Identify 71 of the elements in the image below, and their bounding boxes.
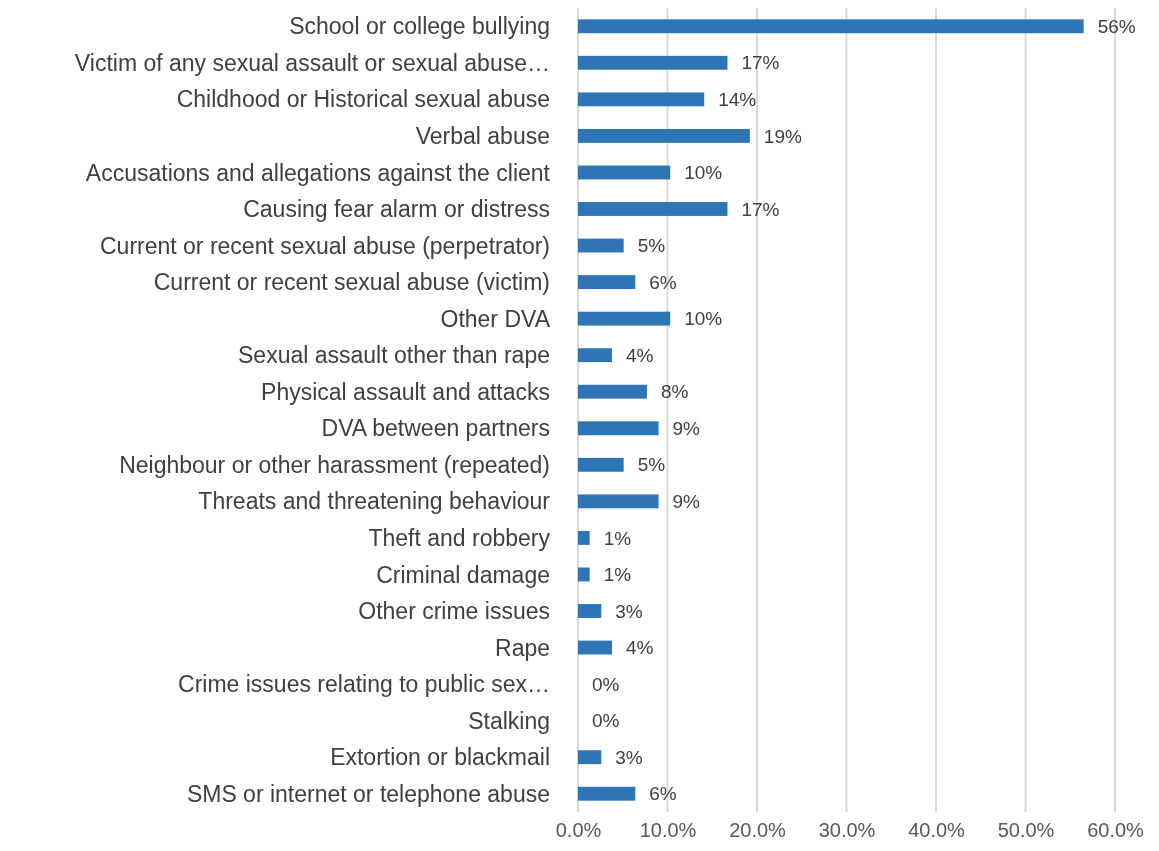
bar	[578, 348, 613, 363]
bar	[578, 384, 647, 399]
bar	[578, 311, 671, 326]
bar	[578, 640, 613, 655]
data-label: 1%	[603, 564, 632, 586]
bar	[578, 19, 1084, 34]
y-tick-label: Accusations and allegations against the client	[85, 159, 551, 186]
data-label: 6%	[649, 783, 677, 805]
bar	[578, 530, 590, 545]
data-label: 17%	[741, 52, 780, 74]
data-label: 9%	[672, 491, 701, 513]
y-tick-label: Threats and threatening behaviour	[198, 488, 551, 515]
y-tick-label: Rape	[495, 634, 550, 661]
bar	[578, 202, 728, 216]
bar	[578, 238, 624, 253]
bar	[578, 421, 659, 436]
bar	[578, 165, 671, 180]
bar	[578, 786, 636, 801]
bar	[578, 567, 590, 582]
data-label: 6%	[649, 271, 677, 293]
y-tick-label: Neighbour or other harassment (repeated)	[119, 451, 550, 478]
data-label: 17%	[741, 198, 780, 220]
data-label: 1%	[603, 527, 632, 549]
data-label: 0%	[592, 710, 620, 732]
y-tick-label: Childhood or Historical sexual abuse	[176, 86, 550, 113]
y-tick-label: Victim of any sexual assault or sexual abuse…	[74, 49, 550, 76]
bar	[578, 55, 728, 70]
y-tick-label: School or college bullying	[289, 13, 550, 40]
y-tick-label: Crime issues relating to public sex…	[178, 671, 550, 698]
y-tick-label: SMS or internet or telephone abuse	[186, 780, 550, 807]
data-label: 5%	[637, 235, 666, 257]
y-tick-label: Other DVA	[440, 305, 551, 332]
data-label: 4%	[626, 344, 654, 366]
y-tick-label: Extortion or blackmail	[330, 744, 550, 771]
y-tick-label: Verbal abuse	[415, 122, 550, 149]
data-label: 10%	[684, 308, 723, 330]
y-tick-label: Criminal damage	[376, 561, 550, 588]
y-tick-label: DVA between partners	[321, 415, 550, 442]
y-tick-label: Theft and robbery	[368, 524, 551, 551]
data-label: 10%	[684, 162, 723, 184]
bar	[578, 494, 659, 509]
data-label: 8%	[660, 381, 689, 403]
bar	[578, 604, 602, 618]
bar	[578, 750, 602, 765]
data-label: 9%	[672, 417, 701, 439]
y-tick-label: Sexual assault other than rape	[238, 342, 550, 369]
data-label: 4%	[626, 637, 654, 659]
bar	[578, 92, 705, 107]
x-tick-label: 40.0%	[908, 819, 966, 841]
y-tick-label: Physical assault and attacks	[261, 378, 550, 405]
x-tick-label: 10.0%	[639, 819, 697, 841]
data-label: 0%	[592, 673, 620, 695]
y-tick-label: Stalking	[468, 707, 550, 734]
x-tick-label: 60.0%	[1087, 819, 1145, 841]
y-tick-label: Other crime issues	[358, 598, 550, 625]
data-label: 3%	[615, 600, 643, 622]
bar	[578, 275, 636, 290]
data-label: 3%	[615, 746, 643, 768]
data-label: 14%	[718, 89, 757, 111]
data-label: 56%	[1097, 15, 1136, 37]
x-tick-label: 0.0%	[555, 819, 602, 841]
bar	[578, 128, 750, 143]
y-tick-label: Current or recent sexual abuse (perpetrator)	[100, 232, 550, 259]
y-tick-label: Current or recent sexual abuse (victim)	[153, 269, 550, 296]
data-label: 5%	[637, 454, 666, 476]
x-tick-label: 50.0%	[997, 819, 1055, 841]
y-tick-label: Causing fear alarm or distress	[243, 196, 550, 223]
data-label: 19%	[763, 125, 802, 147]
bar	[578, 457, 624, 472]
x-tick-label: 30.0%	[818, 819, 876, 841]
x-tick-label: 20.0%	[729, 819, 787, 841]
